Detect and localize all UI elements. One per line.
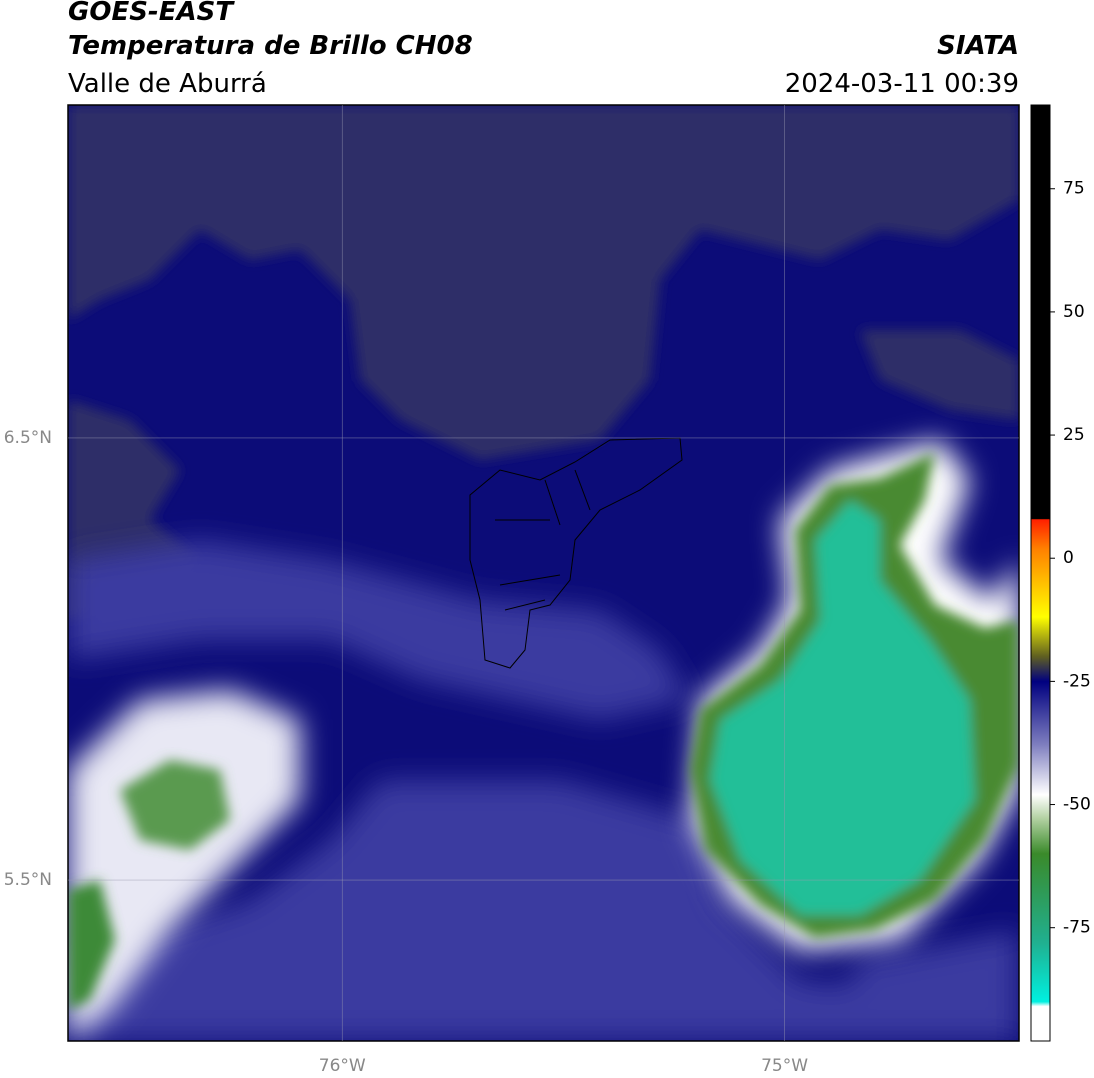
x-tick-label: 75°W (761, 1056, 808, 1076)
map-frame (67, 104, 1020, 1042)
municipal-boundaries (469, 437, 683, 669)
colorbar-tick-label: -75 (1063, 918, 1091, 938)
title: GOES-EAST (68, 0, 235, 27)
map-image (68, 105, 1019, 1041)
colorbar (1030, 104, 1051, 1042)
colorbar-tick-label: -50 (1063, 795, 1091, 815)
y-tick-label: 6.5°N (4, 428, 52, 448)
colorbar-tick-label: 75 (1063, 179, 1085, 199)
y-tick-label: 5.5°N (4, 870, 52, 890)
colorbar-tick-label: 50 (1063, 302, 1085, 322)
datetime: 2024-03-11 00:39 (785, 69, 1019, 99)
colorbar-tick-label: 0 (1063, 548, 1074, 568)
x-tick-label: 76°W (319, 1056, 366, 1076)
subtitle: Temperatura de Brillo CH08 (68, 31, 473, 61)
colorbar-tick-label: -25 (1063, 671, 1091, 691)
colorbar-tick-label: 25 (1063, 425, 1085, 445)
source: SIATA (937, 31, 1019, 61)
region: Valle de Aburrá (68, 69, 267, 99)
